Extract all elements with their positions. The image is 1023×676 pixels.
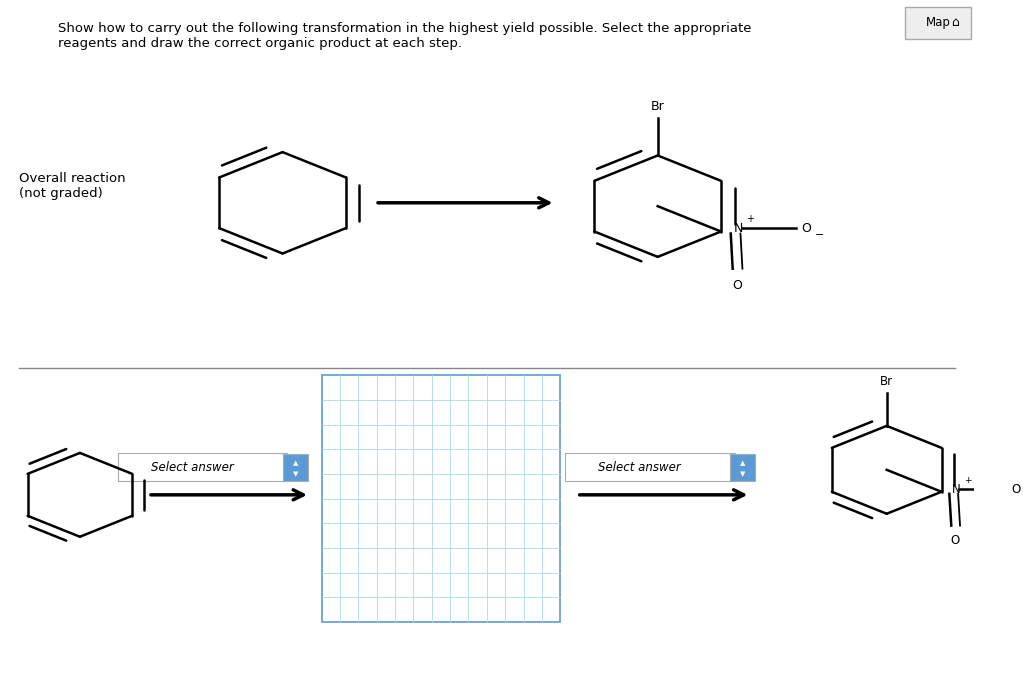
FancyBboxPatch shape xyxy=(905,7,972,39)
Text: −: − xyxy=(814,230,824,240)
Text: ⌂: ⌂ xyxy=(951,16,959,30)
Text: Overall reaction
(not graded): Overall reaction (not graded) xyxy=(19,172,126,200)
Text: O: O xyxy=(801,222,811,235)
FancyBboxPatch shape xyxy=(282,454,308,481)
FancyBboxPatch shape xyxy=(729,454,755,481)
Text: ▼: ▼ xyxy=(293,472,298,477)
Text: Br: Br xyxy=(880,375,893,388)
Text: Show how to carry out the following transformation in the highest yield possible: Show how to carry out the following tran… xyxy=(58,22,752,49)
FancyBboxPatch shape xyxy=(118,453,287,481)
Text: Br: Br xyxy=(651,100,665,113)
Text: O: O xyxy=(950,534,960,547)
Text: +: + xyxy=(747,214,754,224)
Text: Select answer: Select answer xyxy=(597,460,680,474)
Text: ▼: ▼ xyxy=(740,472,745,477)
Text: N: N xyxy=(733,222,743,235)
Text: ▲: ▲ xyxy=(293,460,298,466)
Text: O: O xyxy=(1012,483,1021,496)
Text: O: O xyxy=(732,279,743,292)
Text: ▲: ▲ xyxy=(740,460,745,466)
Text: N: N xyxy=(952,483,961,496)
Bar xyxy=(321,375,561,622)
Text: Select answer: Select answer xyxy=(150,460,233,474)
Text: +: + xyxy=(964,477,972,485)
FancyBboxPatch shape xyxy=(565,453,735,481)
Text: Map: Map xyxy=(926,16,950,30)
